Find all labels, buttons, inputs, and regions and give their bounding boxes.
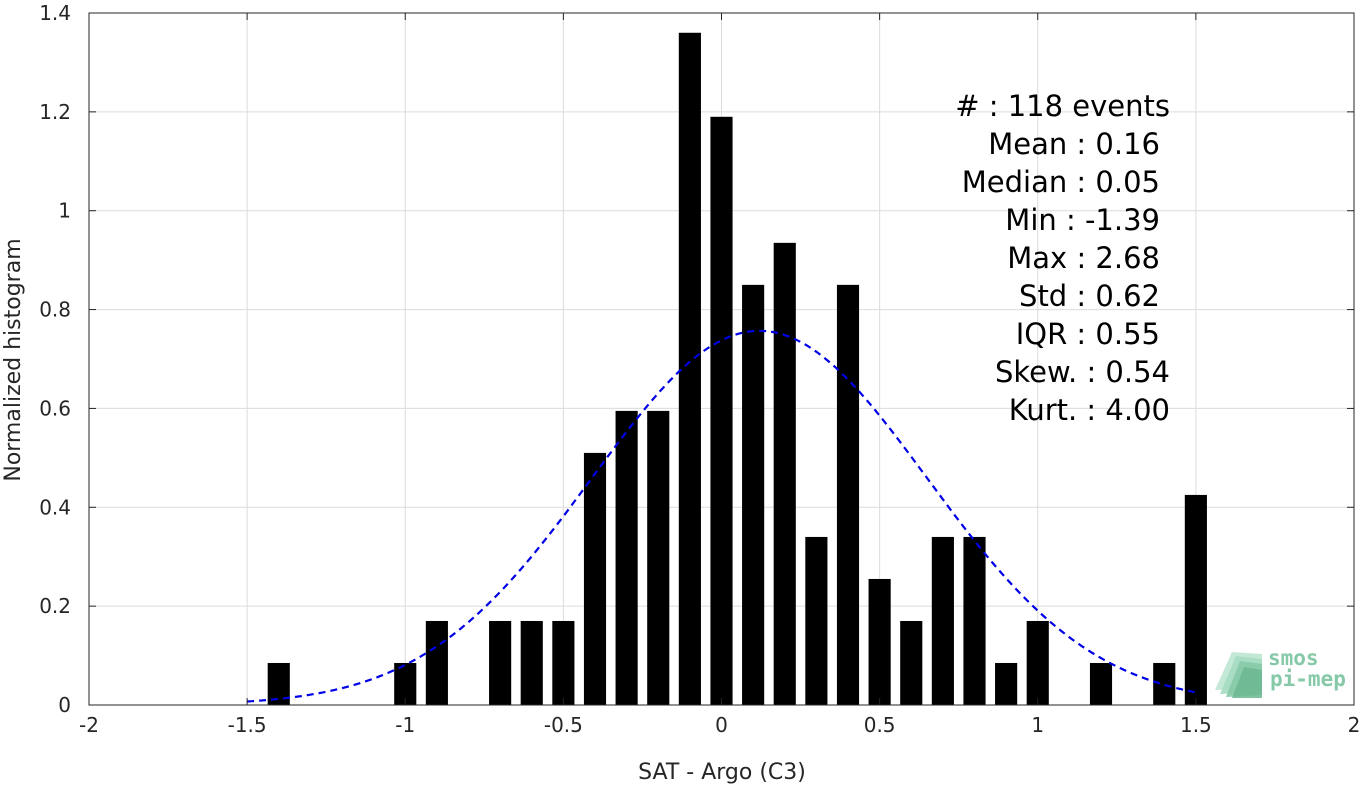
y-axis-label: Normalized histogram [1,238,26,481]
histogram-bar [615,410,638,705]
logo-text-line2: pi-mep [1270,667,1346,691]
x-tick-labels: -2 -1.5 -1 -0.5 0 0.5 1 1.5 2 [79,713,1360,737]
histogram-bar [900,620,923,705]
x-tick-label: -1 [395,713,415,737]
plot-frame [88,12,1355,706]
histogram-bar [995,662,1018,705]
histogram-bar [1026,620,1049,705]
histogram-bar [1184,494,1207,705]
y-tick-label: 0.6 [39,396,71,420]
logo-text-line1: smos [1268,646,1319,670]
histogram-bar [489,620,512,705]
x-tick-label: 0 [715,713,728,737]
histogram-bar [805,536,828,705]
axes-frame [88,12,1355,706]
histogram-bar [742,284,765,705]
x-tick-label: -1.5 [228,713,267,737]
histogram-bar [267,662,290,705]
histogram-bar [583,452,607,705]
x-axis-label: SAT - Argo (C3) [638,760,806,785]
histogram-bar [394,662,417,705]
stat-line: Kurt. : 4.00 [1009,393,1170,427]
histogram-bar [425,620,448,705]
y-tick-label: 0 [58,693,71,717]
stat-line: IQR : 0.55 [1016,317,1160,351]
stat-line: Min : -1.39 [1005,203,1160,237]
histogram-bar [520,620,543,705]
stat-line: Median : 0.05 [962,165,1160,199]
histogram-bar [552,620,575,705]
y-tick-label: 1.2 [39,100,71,124]
histogram-bar [773,242,796,706]
stat-line: Skew. : 0.54 [995,355,1170,389]
y-tick-label: 1.4 [39,1,71,25]
x-tick-label: 1 [1031,713,1044,737]
y-tick-label: 0.4 [39,495,71,519]
histogram-bar [963,536,986,705]
histogram-bar [836,284,860,705]
smos-pimep-logo: smos pi-mep [1215,646,1346,698]
y-tick-label: 0.2 [39,594,71,618]
x-tick-label: -2 [79,713,99,737]
histogram-bar [868,578,891,705]
logo-icon [1215,652,1262,698]
histogram-bar [1089,662,1113,705]
stats-panel: # : 118 events Mean : 0.16 Median : 0.05 Mi… [955,89,1170,427]
stat-line: Max : 2.68 [1007,241,1160,275]
bars [267,32,1207,706]
stat-line: Mean : 0.16 [988,127,1160,161]
y-tick-labels: 0 0.2 0.4 0.6 0.8 1 1.2 1.4 [39,1,71,717]
histogram-bar [647,410,670,705]
stat-line: # : 118 events [955,89,1170,123]
histogram-bar [1153,662,1176,705]
stat-line: Std : 0.62 [1019,279,1160,313]
x-tick-label: 1.5 [1180,713,1212,737]
histogram-bar [710,116,733,706]
x-tick-label: 2 [1348,713,1361,737]
x-tick-label: -0.5 [544,713,583,737]
x-tick-label: 0.5 [864,713,896,737]
y-tick-label: 1 [58,199,71,223]
histogram-bar [931,536,954,705]
y-tick-label: 0.8 [39,298,71,322]
histogram-bar [678,32,701,706]
